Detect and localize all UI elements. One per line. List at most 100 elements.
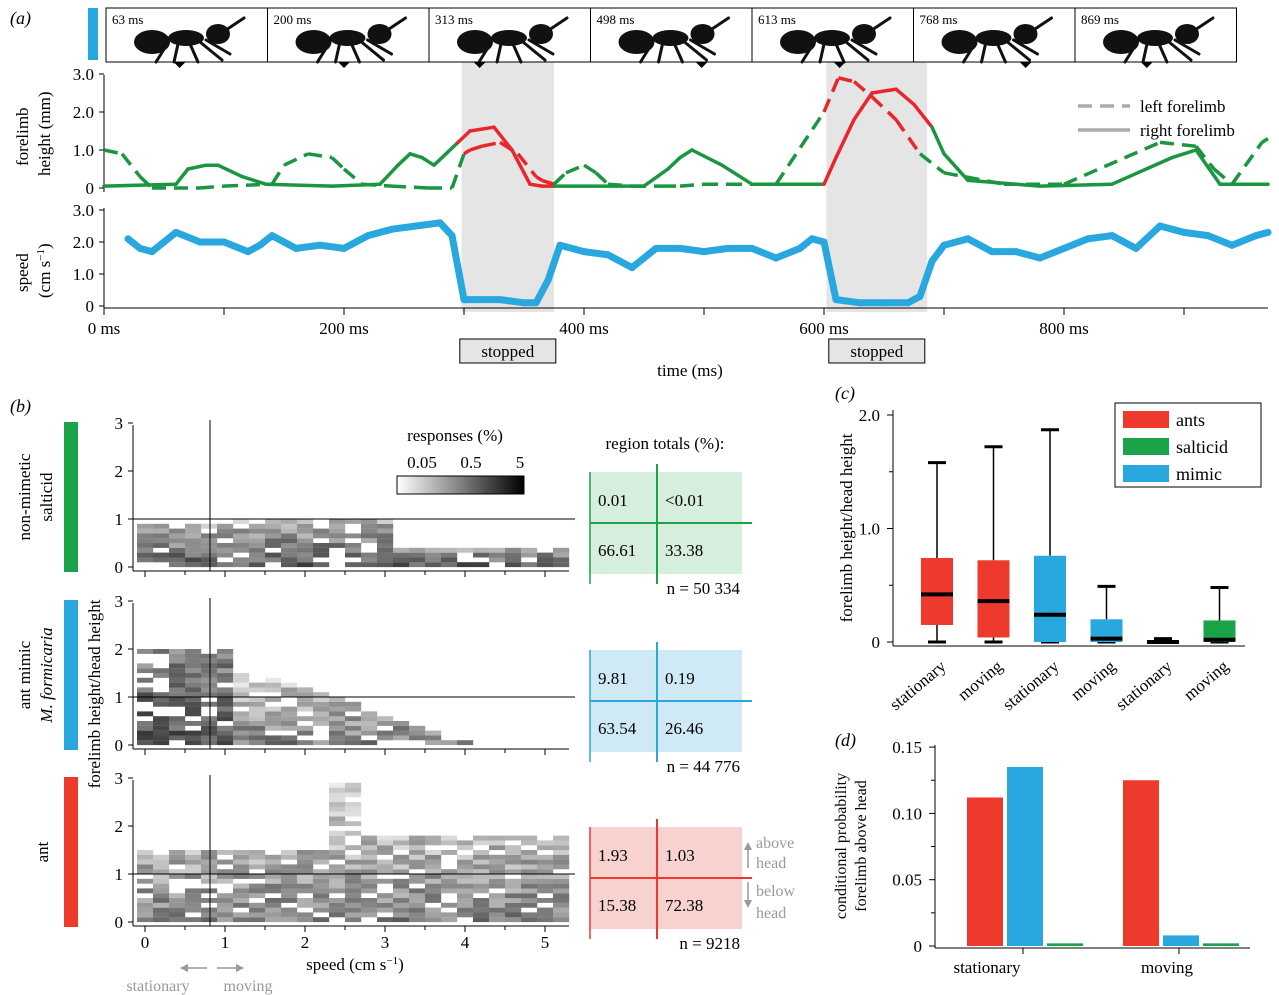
ant-leg (527, 38, 555, 56)
heatmap-cell (153, 552, 170, 558)
heatmap-cell (409, 902, 426, 908)
heatmap-cell (153, 878, 170, 884)
heatmap-cell (233, 682, 250, 688)
heatmap-cell (217, 663, 234, 669)
heatmap-cell (297, 898, 314, 903)
species-name: ant mimic (15, 640, 34, 709)
ant-silhouette (618, 16, 730, 64)
bar (1203, 943, 1239, 946)
heatmap-cell (313, 533, 330, 539)
heatmap-cell (361, 850, 378, 855)
heatmap-cell (345, 806, 362, 812)
heatmap-cell (153, 907, 170, 913)
ant-leg (1167, 40, 1193, 62)
heatmap-cell (313, 888, 330, 894)
colorbar-tick-label: 5 (516, 453, 525, 472)
right-forelimb-segment (264, 182, 334, 188)
speed-segment (748, 244, 780, 262)
speed-segment (556, 241, 588, 256)
heatmap-cell (281, 869, 298, 875)
legend-label: mimic (1176, 464, 1222, 484)
heatmap-cell (185, 687, 202, 693)
heatmap-cell (521, 864, 538, 870)
right-forelimb-segment (186, 163, 208, 171)
heatmap-cell (537, 898, 554, 903)
ant-leg (1123, 44, 1137, 64)
heatmap-y-tick-label: 0 (115, 913, 124, 932)
top-y-tick-label: 0 (86, 179, 95, 198)
box-category-label: moving (954, 656, 1006, 704)
heatmap-cell (473, 869, 490, 875)
heatmap-y-tick-label: 1 (115, 510, 124, 529)
left-forelimb-segment (607, 182, 633, 188)
heatmap-cell (345, 547, 362, 553)
heatmap-cell (265, 735, 282, 741)
heatmap-cell (185, 538, 202, 544)
heatmap-cell (137, 697, 154, 702)
heatmap-cell (153, 716, 170, 722)
ant-leg (709, 16, 730, 32)
heatmap-cell (169, 854, 186, 860)
frame-time-label: 200 ms (274, 12, 312, 27)
left-forelimb-segment (837, 76, 855, 84)
heatmap-cell (329, 850, 346, 855)
heatmap-cell (137, 898, 154, 903)
heatmap-cell (537, 562, 554, 568)
heatmap-cell (169, 893, 186, 899)
heatmap-cell (377, 859, 394, 865)
bar (967, 797, 1003, 946)
colorbar-title: responses (%) (407, 426, 503, 445)
heatmap-cell (217, 653, 234, 659)
heatmap-cell (281, 523, 298, 529)
heatmap-cell (361, 888, 378, 894)
heatmap-cell (329, 802, 346, 807)
right-forelimb-segment (852, 91, 874, 122)
heatmap-cell (169, 562, 186, 568)
heatmap-cell (153, 883, 170, 889)
heatmap-cell (201, 869, 218, 875)
heatmap-cell (505, 902, 522, 908)
heatmap-cell (441, 878, 458, 884)
heatmap-cell (281, 893, 298, 899)
heatmap-cell (329, 902, 346, 908)
frame-time-label: 613 ms (758, 12, 796, 27)
heatmap-cell (409, 912, 426, 918)
right-forelimb-segment (420, 155, 436, 167)
heatmap-cell (537, 912, 554, 918)
heatmap-cell (169, 701, 186, 707)
heatmap-cell (297, 917, 314, 923)
heatmap-cell (249, 864, 266, 870)
region-total-below-stationary: 15.38 (598, 896, 636, 915)
heatmap-cell (185, 854, 202, 860)
speed-segment (496, 296, 528, 307)
heatmap-cell (217, 850, 234, 855)
heatmap-cell (537, 878, 554, 884)
heatmap-cell (169, 528, 186, 534)
heatmap-cell (265, 740, 282, 746)
heatmap-cell (137, 878, 154, 884)
region-total-below-moving: 72.38 (665, 896, 703, 915)
heatmap-cell (425, 835, 442, 841)
heatmap-cell (329, 735, 346, 741)
ant-thorax (168, 30, 204, 46)
heatmap-cell (185, 864, 202, 870)
heatmap-cell (297, 706, 314, 712)
heatmap-y-tick-label: 3 (115, 769, 124, 788)
heatmap-cell (233, 547, 250, 553)
boxplot-y-tick-label: 2.0 (859, 406, 880, 425)
heatmap-cell (329, 740, 346, 746)
legend-label: salticid (1176, 437, 1228, 457)
heatmap-cell (233, 898, 250, 903)
right-forelimb-segment (912, 102, 934, 129)
heatmap-cell (185, 547, 202, 553)
heatmap-cell (265, 687, 282, 693)
heatmap-cell (169, 677, 186, 683)
heatmap-cell (393, 912, 410, 918)
heatmap-cell (553, 562, 570, 568)
heatmap-cell (329, 730, 346, 736)
heatmap-cell (137, 668, 154, 674)
heatmap-cell (201, 854, 218, 860)
ant-gaster (134, 30, 170, 54)
box-category-label: stationary (1112, 656, 1176, 714)
ant-leg (870, 16, 892, 32)
